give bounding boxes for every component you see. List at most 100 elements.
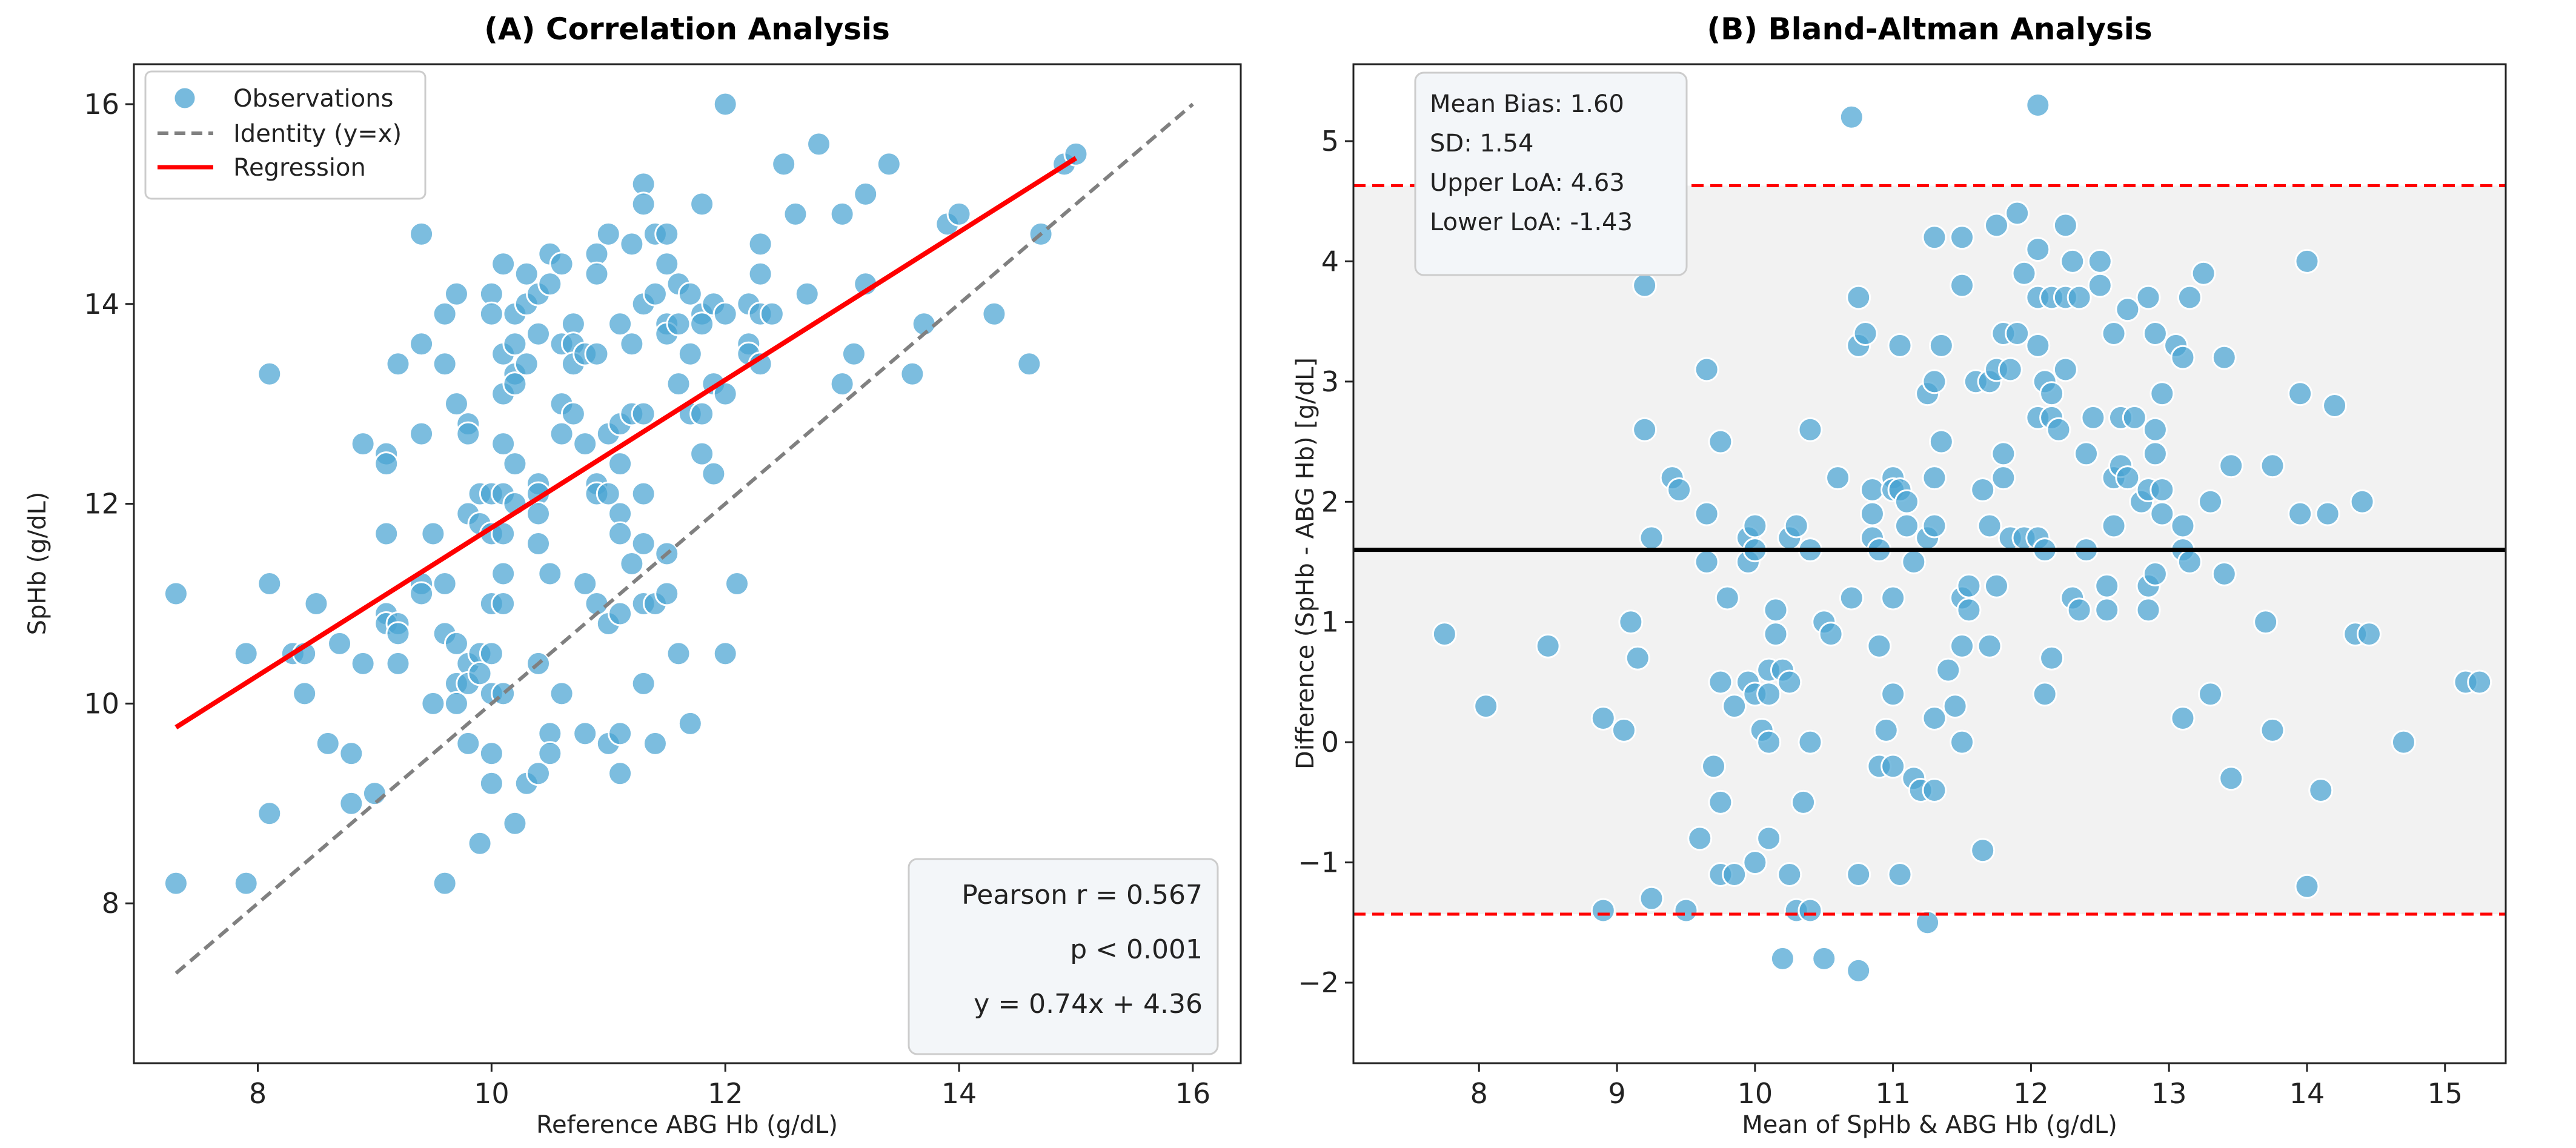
regression-equation-text: y = 0.74x + 4.36 — [974, 989, 1203, 1020]
data-point — [432, 871, 457, 896]
data-point — [339, 791, 364, 816]
data-point — [712, 301, 738, 327]
data-point — [608, 761, 633, 786]
data-point — [1742, 850, 1768, 875]
data-point — [560, 401, 586, 426]
data-point — [1777, 861, 1802, 887]
data-point — [549, 251, 574, 277]
data-point — [2260, 717, 2285, 743]
data-point — [2467, 669, 2492, 695]
panel-b-xtick-label: 15 — [2428, 1077, 2463, 1110]
data-point — [1756, 729, 1782, 755]
data-point — [2260, 453, 2285, 479]
data-point — [2170, 705, 2196, 731]
data-point — [2039, 381, 2065, 406]
data-point — [292, 681, 317, 706]
data-point — [2101, 513, 2126, 539]
panel-a-xtick-label: 14 — [941, 1077, 977, 1110]
panel-a-xtick-label: 10 — [474, 1077, 510, 1110]
data-point — [2074, 441, 2099, 466]
data-point — [1777, 669, 1802, 695]
data-point — [1694, 501, 1719, 526]
data-point — [724, 571, 749, 596]
data-point — [1983, 573, 2009, 599]
data-point — [1825, 465, 1851, 491]
panel-b-xlabel: Mean of SpHb & ABG Hb (g/dL) — [1742, 1111, 2117, 1139]
data-point — [304, 591, 329, 616]
data-point — [502, 331, 528, 357]
data-point — [537, 741, 563, 766]
data-point — [1950, 729, 1975, 755]
data-point — [689, 311, 715, 337]
panel-a-ytick-label: 12 — [84, 488, 119, 520]
panel-a: (A) Correlation Analysis 8 10 12 14 16 8 10 12 1… — [24, 12, 1242, 1139]
data-point — [233, 641, 259, 666]
data-point — [1970, 838, 1996, 863]
data-point — [374, 521, 399, 546]
data-point — [456, 421, 481, 446]
data-point — [549, 681, 574, 706]
legend-observations-label: Observations — [233, 85, 393, 113]
data-point — [712, 641, 738, 666]
data-point — [1881, 754, 1906, 779]
data-point — [2253, 609, 2279, 635]
lower-loa-text: Lower LoA: -1.43 — [1430, 208, 1633, 236]
data-point — [1950, 273, 1975, 298]
data-point — [1708, 429, 1733, 454]
data-point — [2066, 285, 2092, 310]
panel-b-frame — [1352, 63, 2507, 1064]
data-point — [257, 571, 282, 596]
data-point — [1894, 513, 1919, 539]
data-point — [748, 231, 773, 257]
data-point — [1798, 898, 1823, 923]
data-point — [1846, 285, 1871, 310]
data-point — [2142, 320, 2168, 346]
data-point — [1887, 333, 1913, 358]
data-point — [2170, 345, 2196, 370]
data-point — [362, 781, 387, 806]
data-point — [385, 351, 411, 377]
data-point — [2149, 477, 2175, 502]
data-point — [806, 131, 832, 157]
data-point — [479, 741, 504, 766]
data-point — [2349, 489, 2375, 514]
data-point — [783, 201, 808, 227]
data-point — [1915, 910, 1940, 935]
data-point — [1791, 789, 1816, 815]
data-point — [479, 301, 504, 327]
panel-b-ytick-label: 0 — [1321, 726, 1339, 758]
legend-observations-marker — [173, 86, 197, 110]
data-point — [1928, 333, 1954, 358]
data-point — [2149, 381, 2175, 406]
data-point — [642, 281, 668, 307]
data-point — [2122, 405, 2147, 430]
data-point — [573, 571, 598, 596]
data-point — [443, 631, 469, 656]
data-point — [2032, 682, 2057, 707]
data-point — [1694, 549, 1719, 575]
data-point — [2211, 345, 2237, 370]
data-point — [1017, 351, 1042, 377]
data-point — [432, 571, 457, 596]
panel-b-xtick-label: 9 — [1608, 1077, 1625, 1110]
data-point — [631, 481, 656, 506]
data-point — [608, 601, 633, 626]
panel-b-ytick-label: 3 — [1321, 365, 1339, 398]
data-point — [1708, 789, 1733, 815]
data-point — [491, 251, 516, 277]
identity-line — [174, 102, 1194, 975]
data-point — [1784, 513, 1809, 539]
data-point — [573, 431, 598, 457]
regression-line — [174, 156, 1078, 729]
panel-b-xtick-label: 12 — [2013, 1077, 2049, 1110]
data-point — [689, 401, 715, 426]
data-point — [491, 591, 516, 616]
data-point — [1873, 717, 1899, 743]
panel-b-xtick-label: 14 — [2289, 1077, 2325, 1110]
panel-b-xtick-label: 10 — [1738, 1077, 1773, 1110]
data-point — [2136, 597, 2161, 623]
data-point — [163, 871, 188, 896]
data-point — [2219, 766, 2244, 791]
data-point — [1770, 946, 1795, 971]
data-point — [631, 671, 656, 696]
